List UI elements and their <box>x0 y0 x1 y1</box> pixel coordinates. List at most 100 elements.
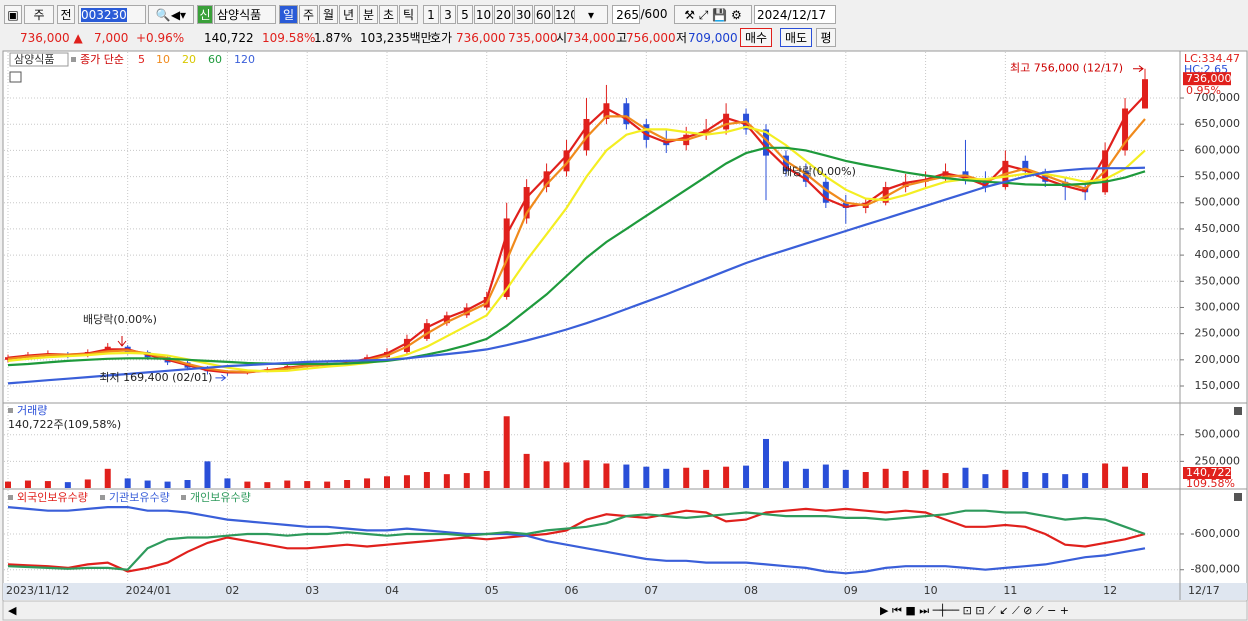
volume-bar <box>882 468 889 488</box>
volume-bar <box>763 438 769 488</box>
sell-button[interactable]: 매도 <box>780 28 812 47</box>
toolbar-button[interactable]: 20 <box>494 5 513 24</box>
toolbar-button[interactable]: 5 <box>457 5 473 24</box>
date-input[interactable]: 2024/12/17 <box>754 5 836 24</box>
scope-button[interactable]: 전 <box>57 5 75 24</box>
legend-entry: 60 <box>208 53 222 66</box>
legend-prefix: 종가 단순 <box>80 53 124 66</box>
candle-body <box>663 139 670 146</box>
candle-body <box>1042 171 1049 182</box>
annotation: 최저 169,400 (02/01) <box>99 371 212 384</box>
legend-entry: 120 <box>234 53 255 66</box>
scrollbar <box>2 600 1248 621</box>
market-select[interactable]: 주 <box>24 5 54 24</box>
volume-bar <box>942 473 949 488</box>
candle-body <box>423 323 430 339</box>
candle-body <box>982 179 989 188</box>
toolbar-button[interactable]: 30 <box>514 5 533 24</box>
volume-bar <box>124 478 131 488</box>
candle-body <box>443 315 450 324</box>
candle-body <box>1122 108 1129 151</box>
volume-bar <box>284 480 291 488</box>
volume: 140,722 <box>204 31 254 45</box>
x-tick-label: 2023/11/12 <box>6 584 69 597</box>
y-tick-label: 550,000 <box>1195 170 1241 183</box>
dropdown[interactable]: ▾ <box>574 5 608 24</box>
candle-body <box>364 357 371 363</box>
candle-body <box>842 202 849 208</box>
volume-bar <box>822 464 829 488</box>
buy-button[interactable]: 매수 <box>740 28 772 47</box>
candle-body <box>124 346 131 352</box>
avg-button[interactable]: 평 <box>816 28 836 47</box>
toolbar-button[interactable]: 3 <box>440 5 456 24</box>
pane-close <box>1234 493 1242 501</box>
volume-bar <box>1142 472 1148 488</box>
moving-average <box>7 94 1146 374</box>
toolbar-button[interactable]: 월 <box>319 5 338 24</box>
candle-body <box>922 179 929 182</box>
volume-bar <box>782 461 789 488</box>
menu-icon[interactable]: ▣ <box>4 5 22 24</box>
y-tick-label: 400,000 <box>1195 248 1241 261</box>
search-icons[interactable]: 🔍◀▾ <box>148 5 194 24</box>
rate: +0.96% <box>136 31 185 45</box>
toolbar-button[interactable]: 10 <box>474 5 493 24</box>
code-text: 003230 <box>81 8 127 22</box>
candle-body <box>782 155 789 172</box>
volume-bar <box>344 480 351 488</box>
candle-body <box>304 365 311 367</box>
toolbar-button[interactable]: 60 <box>534 5 553 24</box>
volume-bar <box>244 481 251 488</box>
volume-bar <box>982 474 989 488</box>
legend-entry: 10 <box>156 53 170 66</box>
toolbar-button[interactable]: 년 <box>339 5 358 24</box>
candle-body <box>902 181 909 188</box>
toolbar-button[interactable]: 1 <box>423 5 439 24</box>
volume-bar <box>204 461 211 488</box>
x-tick-label: 04 <box>385 584 399 597</box>
candle-body <box>284 366 291 370</box>
toolbar-button[interactable]: 틱 <box>399 5 418 24</box>
toolbar-button[interactable]: 분 <box>359 5 378 24</box>
y-tick-label: 250,000 <box>1195 454 1241 467</box>
count-input[interactable]: 265 <box>612 5 640 24</box>
y-tick-label: -800,000 <box>1191 563 1240 576</box>
annotation: 배당락(0.00%) <box>782 165 856 178</box>
toolbar-button[interactable]: 일 <box>279 5 298 24</box>
candle-body <box>344 362 351 365</box>
tool-icons[interactable]: ⚒ ⤢ 💾 ⚙ <box>674 5 752 24</box>
toolbar-button[interactable]: 120 <box>554 5 575 24</box>
bid: 735,000 <box>508 31 558 45</box>
candle-body <box>763 129 769 156</box>
candle-body <box>184 362 191 368</box>
candle-body <box>802 171 809 182</box>
volume-bar <box>224 478 231 488</box>
toolbar-button[interactable]: 초 <box>379 5 398 24</box>
new-badge: 신 <box>197 5 213 24</box>
moving-average <box>7 125 1146 373</box>
stock-name[interactable]: 삼양식품 <box>214 5 276 24</box>
volume-bar <box>1102 463 1109 488</box>
scroll-controls: ▶ ⏮ ■ ⏭ ─┼── ⊡ ⊡ ⟋ ↙ ⟋ ⊘ ⟋ − + <box>880 603 1069 617</box>
holding-line <box>7 507 1146 573</box>
candle-body <box>483 296 490 308</box>
volume-bar <box>743 465 750 488</box>
volume-bar <box>523 453 530 488</box>
candle-body <box>204 367 211 372</box>
y-tick-label: 700,000 <box>1195 91 1241 104</box>
candle-body <box>1022 160 1029 172</box>
volume-bar <box>364 478 371 488</box>
candle-body <box>1102 150 1109 193</box>
volume-bar <box>84 479 91 488</box>
annotation: 배당락(0.00%) <box>83 313 157 326</box>
high: 756,000 <box>626 31 676 45</box>
volume-bar <box>443 474 450 488</box>
code-input[interactable]: 003230 <box>78 5 146 24</box>
holding-line <box>7 509 1146 571</box>
legend-box <box>9 52 69 67</box>
toolbar-button[interactable]: 주 <box>299 5 318 24</box>
candle-body <box>563 150 570 172</box>
volume-bar <box>264 482 271 488</box>
